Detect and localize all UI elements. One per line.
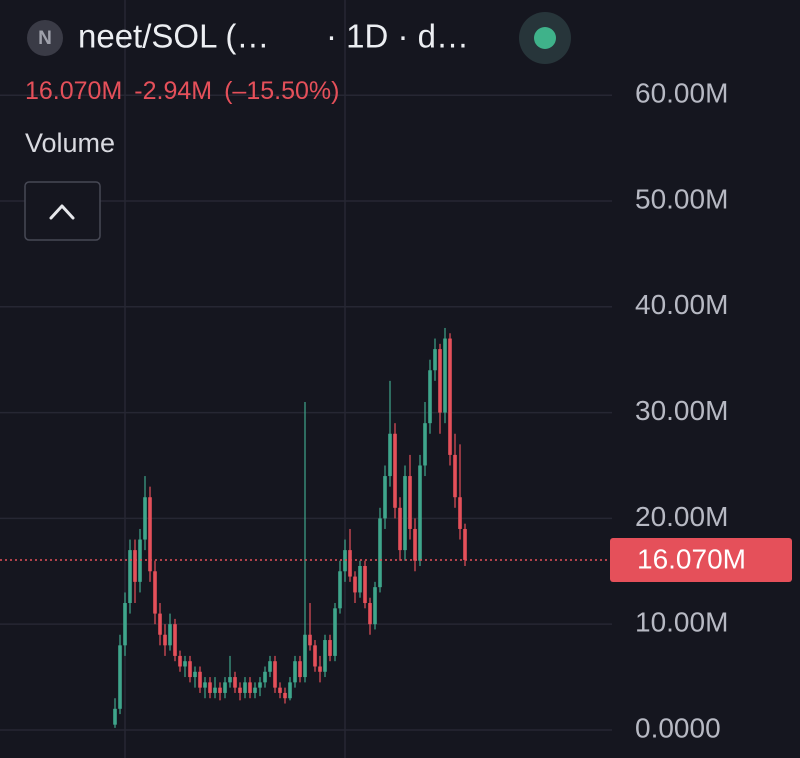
candle-body	[128, 550, 132, 604]
candle-body	[453, 454, 457, 498]
candle-body	[288, 682, 292, 699]
candle-body	[303, 634, 307, 678]
y-tick-label: 50.00M	[635, 183, 728, 214]
candle-body	[153, 571, 157, 614]
change-percent: (–15.50%)	[224, 77, 339, 105]
candle-body	[198, 671, 202, 688]
candle-body	[338, 571, 342, 609]
candle-body	[263, 671, 267, 683]
candle-body	[243, 682, 247, 693]
candle-body	[163, 634, 167, 646]
candle-body	[313, 645, 317, 667]
status-dot	[534, 27, 556, 49]
candle-body	[418, 465, 422, 561]
symbol-title: neet/SOL (…	[78, 18, 269, 55]
candle-body	[348, 550, 352, 577]
y-tick-label: 0.0000	[635, 712, 721, 743]
y-tick-label: 60.00M	[635, 78, 728, 109]
candle-body	[173, 624, 177, 656]
candle-body	[373, 587, 377, 625]
candle-body	[218, 687, 222, 693]
candle-body	[133, 550, 137, 582]
y-tick-label: 40.00M	[635, 289, 728, 320]
candle-body	[118, 645, 122, 709]
candle-body	[253, 687, 257, 693]
chevron-up[interactable]	[49, 204, 75, 220]
candle-body	[158, 613, 162, 635]
candle-body	[293, 661, 297, 683]
candle-body	[448, 338, 452, 455]
candle-body	[123, 603, 127, 646]
candle-body	[213, 687, 217, 693]
candle-body	[193, 671, 197, 678]
candle-body	[383, 476, 387, 519]
y-tick-label: 30.00M	[635, 395, 728, 426]
candle-body	[298, 661, 302, 678]
symbol-badge	[27, 20, 63, 56]
y-tick-label: 10.00M	[635, 607, 728, 638]
legend: N neet/SOL (… · 1D · d… 16.070M -2.94M (–1…	[24, 12, 571, 241]
candle-body	[168, 624, 172, 646]
candle-body	[408, 476, 412, 529]
candle-body	[208, 682, 212, 693]
price-line: 16.070M -2.94M (–15.50%)	[25, 77, 339, 105]
candle-body	[398, 507, 402, 551]
candle-body	[148, 497, 152, 572]
candle-body	[203, 682, 207, 688]
candle-body	[363, 565, 367, 604]
candle-body	[228, 677, 232, 683]
candle-body	[358, 565, 362, 593]
candle-body	[353, 576, 357, 593]
candle-body	[393, 433, 397, 508]
candle-body	[428, 370, 432, 424]
candle-body	[268, 661, 272, 672]
last-price-tag-label: 16.070M	[637, 543, 746, 574]
last-price: 16.070M	[25, 77, 122, 105]
candle-body	[443, 338, 447, 413]
candle-body	[333, 608, 337, 656]
candle-body	[368, 603, 372, 625]
candle-body	[223, 682, 227, 693]
change: -2.94M	[134, 77, 212, 105]
candle-body	[143, 497, 147, 540]
candle-body	[233, 677, 237, 688]
grid: 0.0000 10.00M 20.00M 30.00M 40.00M 50.00M 60.0…	[0, 78, 728, 743]
candle-body	[423, 423, 427, 466]
candle-body	[238, 687, 242, 693]
candle-body	[248, 682, 252, 693]
candle-body	[273, 661, 277, 688]
candle-body	[258, 682, 262, 688]
symbol-badge-letter: N	[38, 28, 52, 49]
candle-body	[463, 528, 467, 560]
candle-body	[328, 640, 332, 656]
price-overlay: 16.070M	[0, 537, 792, 582]
candle-body	[278, 687, 282, 693]
candle-body	[458, 497, 462, 529]
candle-body	[438, 349, 442, 413]
candle-body	[178, 655, 182, 667]
candle-body	[183, 661, 187, 667]
candle-body	[113, 708, 117, 725]
indicator-name: Volume	[25, 128, 115, 158]
candle-body	[403, 476, 407, 551]
candle-body	[308, 634, 312, 646]
candle-body	[283, 692, 287, 699]
candle-body	[388, 433, 392, 477]
collapse-button[interactable]	[24, 181, 101, 241]
collapse-button-frame[interactable]	[24, 181, 101, 241]
last-price-tag	[610, 537, 792, 582]
candle-body	[413, 528, 417, 561]
interval: · 1D · d…	[326, 18, 469, 55]
candle-body	[188, 661, 192, 678]
candle-body	[378, 518, 382, 588]
candle-body	[323, 640, 327, 672]
candle-body	[433, 349, 437, 371]
candle-body	[318, 666, 322, 672]
y-tick-label: 20.00M	[635, 501, 728, 532]
